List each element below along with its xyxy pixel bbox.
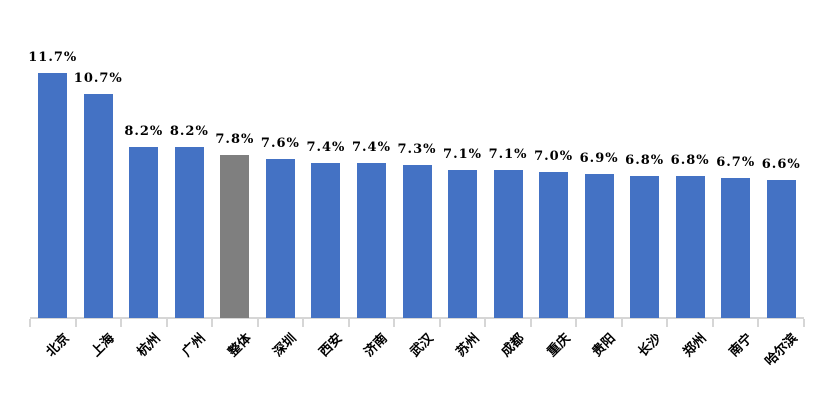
value-label: 7.1% (443, 146, 483, 162)
bar (402, 165, 432, 318)
bar (448, 169, 478, 318)
bar (766, 180, 796, 318)
bar (311, 163, 341, 318)
x-axis-tick (620, 319, 623, 327)
value-label: 7.1% (488, 146, 528, 162)
value-label: 6.8% (625, 152, 665, 168)
value-label: 7.8% (215, 131, 255, 147)
x-axis-tick (484, 319, 487, 327)
bar (675, 175, 705, 318)
value-label: 6.6% (761, 157, 801, 173)
category-label: 武汉 (406, 330, 436, 360)
x-axis-tick (347, 319, 350, 327)
x-axis-tick (74, 319, 77, 327)
x-axis-line (30, 317, 804, 319)
value-label: 11.7% (28, 50, 78, 66)
x-axis-tick (256, 319, 259, 327)
bar (83, 94, 113, 318)
x-axis-tick (120, 319, 123, 327)
bar (174, 146, 204, 318)
value-label: 8.2% (169, 123, 209, 139)
category-label: 苏州 (452, 330, 482, 360)
x-axis-tick (666, 319, 669, 327)
bar (129, 146, 159, 318)
category-label: 哈尔滨 (761, 330, 801, 369)
value-label: 6.7% (716, 154, 756, 170)
category-label: 重庆 (543, 330, 573, 360)
category-label: 成都 (497, 330, 527, 360)
bar (630, 175, 660, 318)
category-label: 长沙 (634, 330, 664, 360)
x-axis-tick (757, 319, 760, 327)
x-axis-tick (711, 319, 714, 327)
bar (721, 177, 751, 318)
category-label: 杭州 (133, 330, 163, 360)
value-label: 7.0% (534, 148, 574, 164)
category-label: 郑州 (680, 330, 710, 360)
value-label: 8.2% (124, 123, 164, 139)
category-label: 北京 (42, 330, 72, 360)
value-label: 7.6% (260, 136, 300, 152)
value-label: 6.8% (670, 152, 710, 168)
x-axis-tick (575, 319, 578, 327)
category-label: 广州 (179, 330, 209, 360)
category-label: 济南 (361, 330, 391, 360)
x-axis-tick (393, 319, 396, 327)
value-label: 7.4% (351, 140, 391, 156)
category-label: 整体 (224, 330, 254, 360)
bar (539, 171, 569, 318)
value-label: 7.4% (306, 140, 346, 156)
category-label: 南宁 (725, 330, 755, 360)
x-axis-tick (438, 319, 441, 327)
x-axis-tick (302, 319, 305, 327)
category-label: 贵阳 (589, 330, 619, 360)
x-axis-tick (211, 319, 214, 327)
value-label: 10.7% (73, 71, 123, 87)
x-axis-tick (529, 319, 532, 327)
bar (265, 159, 295, 318)
category-label: 深圳 (270, 330, 300, 360)
bar (584, 173, 614, 318)
bar-highlight (220, 154, 250, 318)
value-label: 6.9% (579, 150, 619, 166)
x-axis-tick (29, 319, 31, 327)
value-label: 7.3% (397, 142, 437, 158)
bar (493, 169, 523, 318)
x-axis-tick (803, 319, 805, 327)
bar (38, 73, 68, 318)
x-axis-tick (165, 319, 168, 327)
category-label: 上海 (88, 330, 118, 360)
bar (356, 163, 386, 318)
category-label: 西安 (315, 330, 345, 360)
